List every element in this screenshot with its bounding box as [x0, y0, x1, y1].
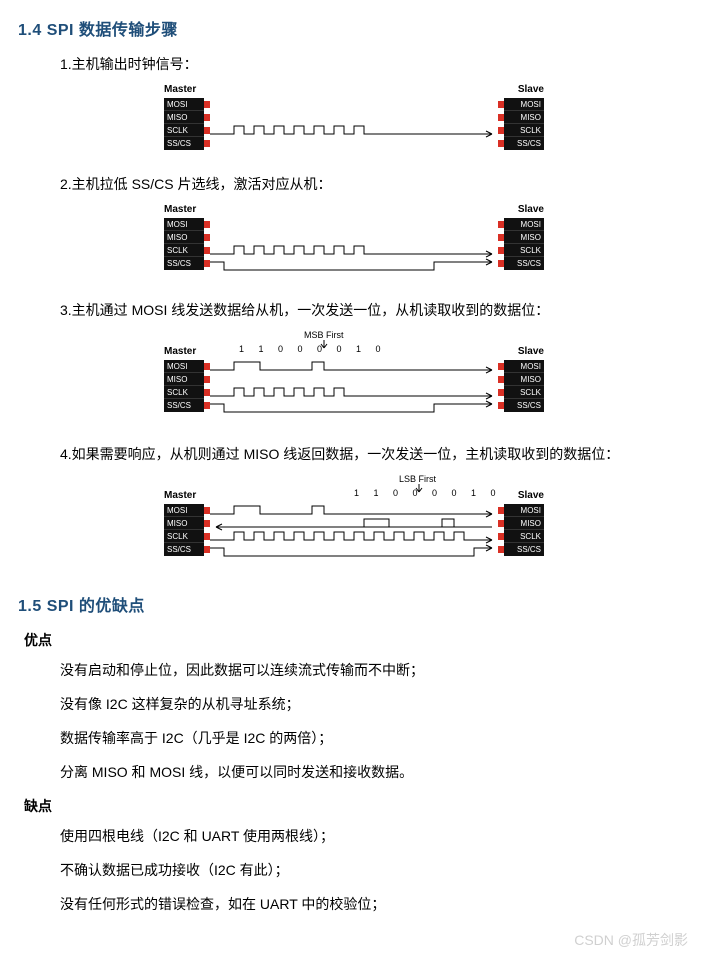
disadvantages-heading: 缺点 — [24, 796, 690, 816]
diagram-1: Master MOSI MISO SCLK SS/CS Slave MOSI M… — [18, 84, 690, 156]
adv-item-3: 数据传输率高于 I2C（几乎是 I2C 的两倍）； — [60, 728, 690, 748]
svg-text:LSB First: LSB First — [399, 474, 437, 484]
svg-text:1 1 0 0 0 0 1 0: 1 1 0 0 0 0 1 0 — [354, 488, 502, 498]
section-heading-1-4: 1.4 SPI 数据传输步骤 — [18, 16, 690, 40]
advantages-heading: 优点 — [24, 630, 690, 650]
adv-item-4: 分离 MISO 和 MOSI 线，以便可以同时发送和接收数据。 — [60, 762, 690, 782]
diagram-4: Master MOSI MISO SCLK SS/CS Slave MOSI M… — [18, 474, 690, 574]
step-4-label: 4.如果需要响应，从机则通过 MISO 线返回数据，一次发送一位，主机读取收到的… — [60, 444, 690, 464]
adv-item-1: 没有启动和停止位，因此数据可以连续流式传输而不中断； — [60, 660, 690, 680]
step-2-label: 2.主机拉低 SS/CS 片选线，激活对应从机： — [60, 174, 690, 194]
dis-item-2: 不确认数据已成功接收（I2C 有此）； — [60, 860, 690, 880]
svg-text:1 1 0 0 0 0 1 0: 1 1 0 0 0 0 1 0 — [239, 344, 387, 354]
section-heading-1-5: 1.5 SPI 的优缺点 — [18, 592, 690, 616]
signal-svg-2 — [164, 204, 544, 282]
watermark: CSDN @孤芳剑影 — [574, 930, 688, 950]
signal-svg-1 — [164, 84, 544, 156]
adv-item-2: 没有像 I2C 这样复杂的从机寻址系统； — [60, 694, 690, 714]
dis-item-1: 使用四根电线（I2C 和 UART 使用两根线）； — [60, 826, 690, 846]
diagram-2: Master MOSI MISO SCLK SS/CS Slave MOSI M… — [18, 204, 690, 282]
step-3-label: 3.主机通过 MOSI 线发送数据给从机，一次发送一位，从机读取收到的数据位： — [60, 300, 690, 320]
step-1-label: 1.主机输出时钟信号： — [60, 54, 690, 74]
dis-item-3: 没有任何形式的错误检查，如在 UART 中的校验位； — [60, 894, 690, 914]
diagram-3: Master MOSI MISO SCLK SS/CS Slave MOSI M… — [18, 330, 690, 426]
signal-svg-4: LSB First 1 1 0 0 0 0 1 0 — [164, 474, 544, 574]
signal-svg-3: MSB First 1 1 0 0 0 0 1 0 — [164, 330, 544, 426]
svg-text:MSB First: MSB First — [304, 330, 344, 340]
